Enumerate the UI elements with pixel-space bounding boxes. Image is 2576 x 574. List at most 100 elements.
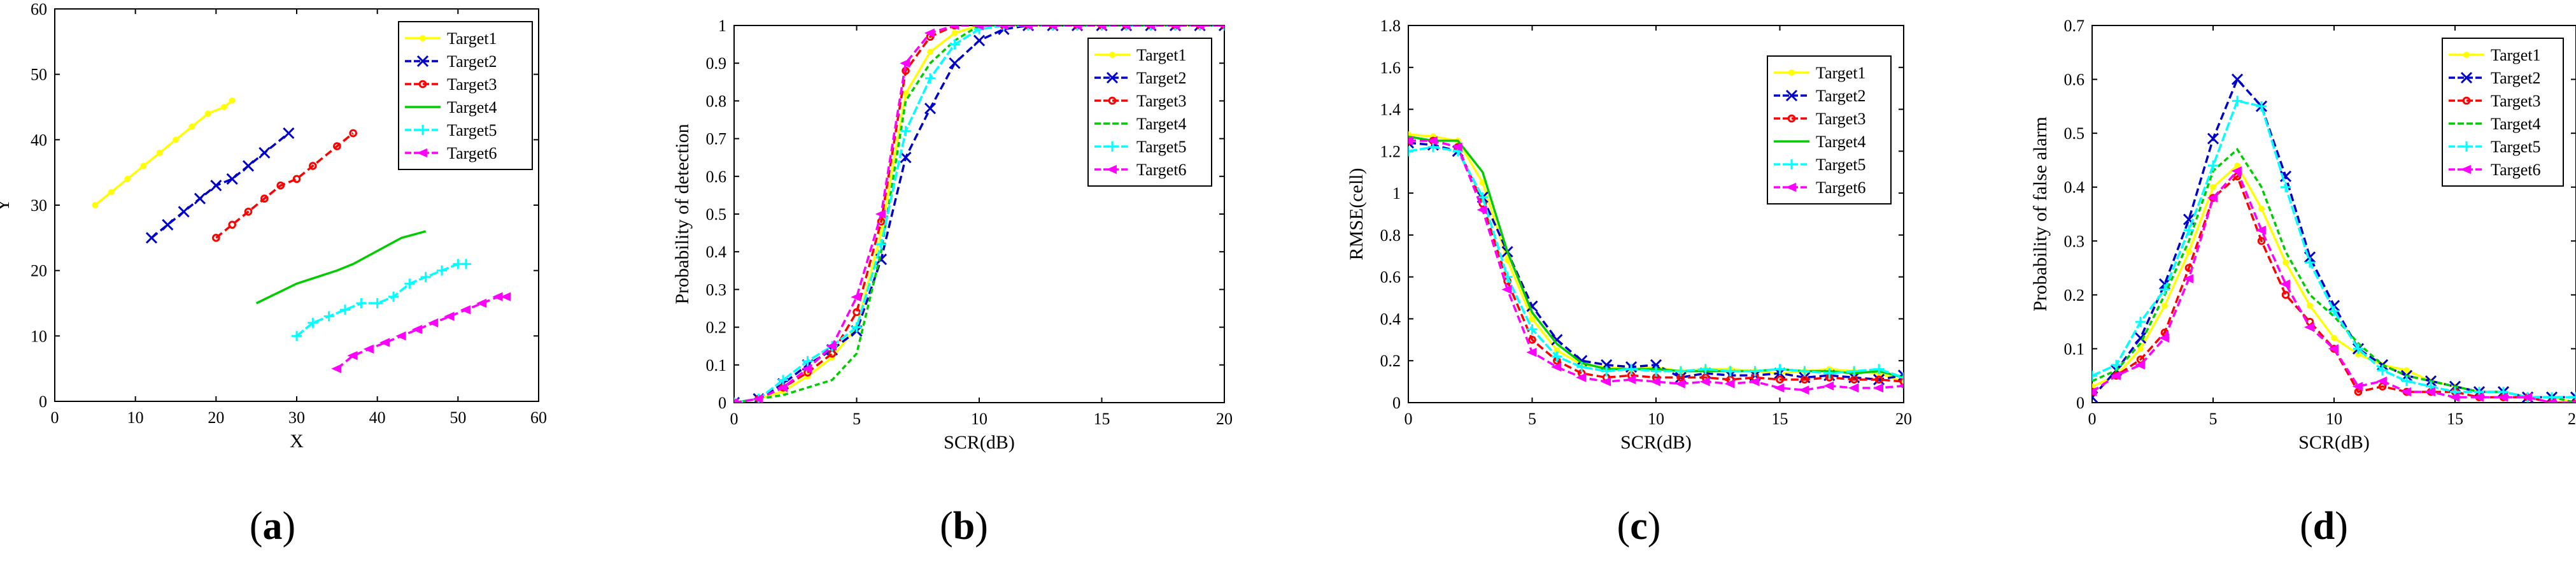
y-tick-label: 50 bbox=[31, 66, 47, 84]
data-point bbox=[1551, 334, 1563, 346]
data-point bbox=[1576, 362, 1587, 373]
data-point bbox=[2092, 370, 2097, 381]
y-tick-label: 1 bbox=[718, 17, 726, 35]
data-point bbox=[1096, 25, 1107, 31]
chart-panel-c: 0 5 10 15 20 0 0.2 0.4 0.6 0.8 1 1.2 1.4 1.6 1.8 SCR(dB… bbox=[1346, 17, 1912, 548]
data-point bbox=[1799, 385, 1809, 395]
data-point bbox=[2160, 284, 2170, 295]
legend-item: Target4 bbox=[1774, 133, 1866, 151]
legend-item: Target5 bbox=[405, 121, 497, 140]
series-target5 bbox=[1408, 141, 1904, 383]
series-group bbox=[92, 97, 511, 373]
x-tick-label: 20 bbox=[208, 408, 224, 427]
data-point bbox=[1801, 375, 1809, 384]
y-tick-label: 0.8 bbox=[1380, 226, 1401, 245]
data-point bbox=[2279, 279, 2290, 289]
data-point bbox=[1194, 25, 1205, 31]
legend-item: Target2 bbox=[1094, 69, 1187, 87]
data-point bbox=[1850, 375, 1858, 384]
y-tick-label: 0.1 bbox=[2064, 340, 2085, 358]
series-target5 bbox=[2092, 96, 2576, 403]
data-point bbox=[1785, 89, 1798, 102]
x-tick-label: 10 bbox=[127, 408, 144, 427]
series-line bbox=[734, 25, 1224, 403]
chart-panel-b: 0 5 10 15 20 0 0.1 0.2 0.3 0.4 0.5 0.6 0.7 0.8 0.9 1 SCR… bbox=[672, 17, 1233, 548]
data-point bbox=[226, 173, 238, 185]
x-tick-label: 5 bbox=[853, 410, 861, 428]
data-point bbox=[2135, 317, 2146, 327]
data-point bbox=[1785, 182, 1796, 192]
legend-item: Target4 bbox=[405, 98, 497, 117]
legend-label: Target2 bbox=[1136, 69, 1187, 87]
caption-open: ( bbox=[940, 505, 953, 548]
series-target5 bbox=[292, 259, 471, 341]
y-tick-label: 1.8 bbox=[1380, 17, 1401, 35]
legend-item: Target6 bbox=[2449, 161, 2541, 179]
data-point bbox=[340, 305, 350, 315]
data-point bbox=[1799, 366, 1810, 377]
series-target4 bbox=[2092, 147, 2576, 403]
y-tick-label: 0.5 bbox=[706, 205, 727, 224]
data-point bbox=[2460, 71, 2473, 84]
data-point bbox=[2462, 96, 2471, 105]
legend-item: Target3 bbox=[1774, 110, 1866, 128]
legend-label: Target3 bbox=[1136, 92, 1187, 110]
y-tick-label: 0.4 bbox=[2064, 178, 2085, 197]
data-point bbox=[2463, 52, 2470, 58]
y-axis-label: Y bbox=[0, 198, 13, 212]
panel-caption: (d) bbox=[2300, 505, 2348, 548]
data-point bbox=[900, 152, 912, 164]
panel-caption: (a) bbox=[250, 505, 295, 548]
data-point bbox=[1899, 372, 1904, 383]
data-point bbox=[1787, 159, 1797, 169]
y-tick-label: 0.2 bbox=[1380, 352, 1401, 370]
y-tick-label: 0.4 bbox=[1380, 310, 1401, 328]
data-point bbox=[2210, 183, 2216, 190]
data-point bbox=[1601, 366, 1612, 377]
data-point bbox=[951, 29, 958, 36]
x-tick-label: 0 bbox=[2088, 410, 2097, 428]
data-point bbox=[178, 206, 190, 218]
data-point bbox=[900, 59, 910, 68]
data-point bbox=[1145, 25, 1156, 31]
legend-label: Target4 bbox=[1136, 115, 1187, 133]
data-point bbox=[1408, 136, 1413, 146]
x-axis-label: X bbox=[290, 431, 304, 452]
data-point bbox=[925, 73, 935, 83]
y-tick-label: 30 bbox=[31, 196, 47, 215]
series-line bbox=[215, 132, 354, 239]
data-point bbox=[292, 175, 301, 183]
data-point bbox=[1750, 366, 1760, 377]
legend-label: Target3 bbox=[1816, 110, 1866, 128]
y-axis-label: Probability of detection bbox=[672, 124, 693, 304]
data-point bbox=[1848, 383, 1859, 393]
series-target2 bbox=[145, 127, 295, 244]
data-point bbox=[949, 57, 961, 69]
x-tick-label: 15 bbox=[2447, 410, 2463, 428]
data-point bbox=[853, 308, 861, 317]
data-point bbox=[2424, 387, 2435, 397]
data-point bbox=[404, 278, 415, 289]
y-tick-label: 1.4 bbox=[1380, 101, 1401, 119]
data-point bbox=[1427, 141, 1438, 152]
legend-label: Target1 bbox=[1816, 64, 1866, 82]
data-point bbox=[2403, 367, 2410, 374]
data-point bbox=[331, 364, 342, 373]
data-point bbox=[1107, 141, 1117, 152]
caption-close: ) bbox=[975, 505, 988, 548]
data-point bbox=[2183, 274, 2193, 283]
series-line bbox=[1408, 140, 1904, 392]
caption-letter: a bbox=[263, 505, 283, 548]
data-point bbox=[2281, 291, 2290, 299]
legend-label: Target4 bbox=[2491, 115, 2541, 133]
data-point bbox=[1824, 368, 1835, 378]
series-target1 bbox=[92, 97, 236, 208]
series-line bbox=[2092, 169, 2576, 403]
legend-item: Target1 bbox=[405, 29, 497, 48]
x-tick-label: 10 bbox=[1648, 410, 1664, 428]
legend-item: Target6 bbox=[1774, 178, 1866, 197]
data-point bbox=[420, 35, 426, 41]
panel-caption: (c) bbox=[1617, 505, 1661, 548]
legend-label: Target1 bbox=[447, 29, 497, 48]
